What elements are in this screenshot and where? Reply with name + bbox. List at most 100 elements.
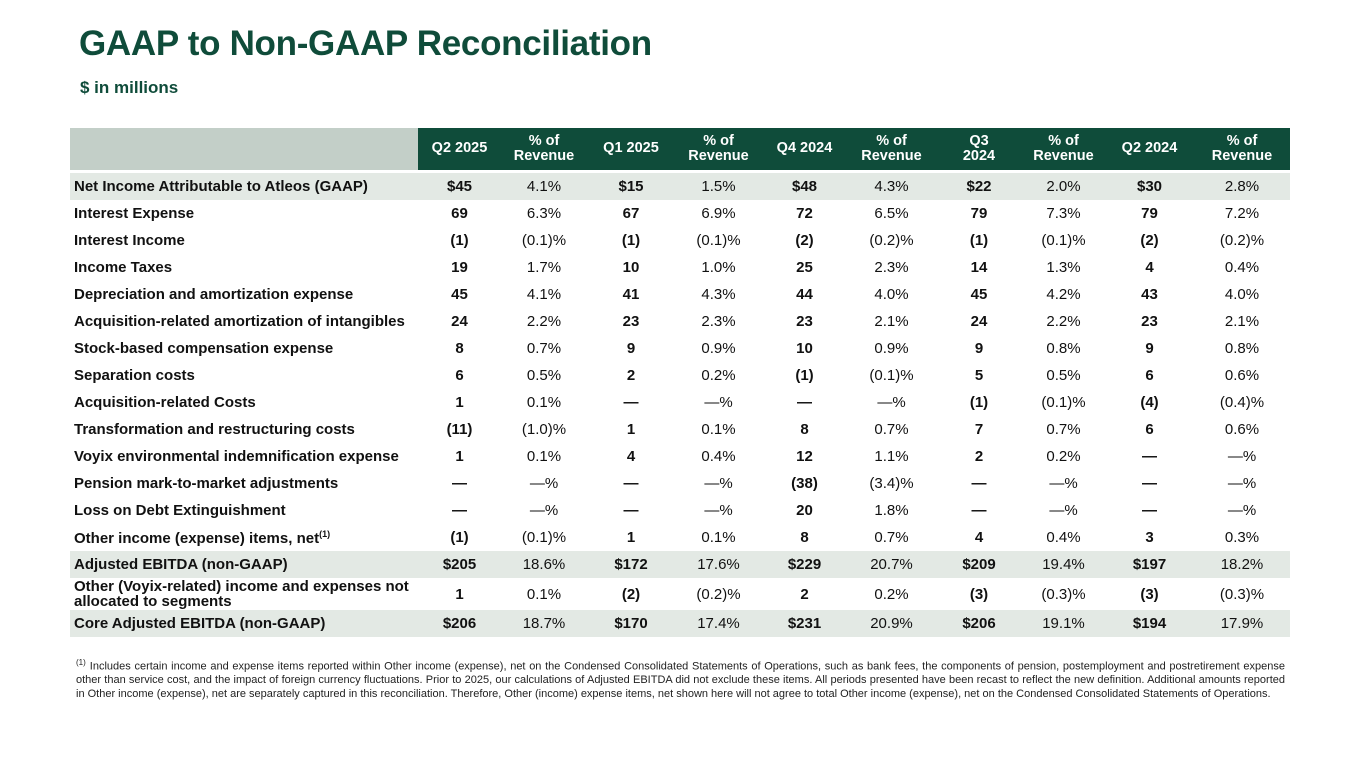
percent-cell: 0.1% [526, 585, 562, 603]
percent-cell: 0.7% [1046, 421, 1081, 438]
percent-cell: 4.0% [1224, 286, 1260, 303]
amount-cell: (11) [446, 421, 473, 438]
amount-cell: (2) [1140, 232, 1159, 249]
amount-cell: $15 [587, 170, 675, 200]
row-label-text: Acquisition-related Costs [74, 394, 256, 411]
column-header: % of Revenue [501, 128, 587, 172]
percent-cell: 0.1% [701, 421, 736, 438]
row-label: Depreciation and amortization expense [70, 281, 418, 308]
percent-cell: (0.2)% [1219, 232, 1265, 249]
percent-cell: (0.1)% [869, 367, 914, 384]
amount-cell: 1 [455, 394, 464, 411]
amount-cell: 45 [451, 286, 468, 303]
column-header: % of Revenue [847, 128, 936, 172]
amount-cell: (2) [795, 232, 814, 249]
percent-cell: 0.8% [1046, 340, 1081, 357]
amount-cell: (1) [621, 232, 641, 249]
percent-cell: 20.7% [847, 551, 936, 578]
percent-cell: 1.1% [874, 448, 909, 465]
amount-cell: — [452, 475, 467, 492]
percent-cell: 0.4% [1046, 529, 1081, 546]
amount-cell: $48 [762, 170, 847, 200]
percent-cell: 0.9% [874, 340, 909, 357]
percent-cell: 2.8% [1194, 170, 1290, 200]
amount-cell: (1) [969, 394, 989, 411]
percent-cell: 7.3% [1046, 205, 1081, 222]
footnote: (1) Includes certain income and expense i… [76, 656, 1285, 701]
amount-cell: 23 [1141, 313, 1158, 330]
row-label: Acquisition-related amortization of inta… [70, 308, 418, 335]
percent-cell: 17.9% [1194, 610, 1290, 637]
table-row: Net Income Attributable to Atleos (GAAP)… [70, 170, 1290, 200]
amount-cell: 3 [1145, 529, 1154, 546]
amount-cell: 10 [796, 340, 813, 357]
percent-cell: 4.3% [847, 170, 936, 200]
percent-cell: 2.2% [526, 313, 562, 330]
column-header: Q2 2025 [418, 128, 501, 172]
amount-cell: $197 [1105, 551, 1194, 578]
amount-cell: 2 [626, 367, 636, 384]
percent-cell: —% [1049, 475, 1078, 492]
percent-cell: 0.8% [1224, 340, 1260, 357]
percent-cell: 2.1% [1224, 313, 1260, 330]
column-header: % of Revenue [1194, 128, 1290, 172]
percent-cell: 2.2% [1046, 313, 1081, 330]
table-row: Income Taxes 19 1.7% 10 1.0% 25 2.3% 14 1.3% 4 0.4… [70, 254, 1290, 281]
percent-cell: —% [529, 475, 559, 492]
percent-cell: (0.1)% [696, 232, 741, 249]
amount-cell: $45 [418, 170, 501, 200]
amount-cell: 8 [800, 529, 809, 546]
percent-cell: 6.5% [874, 205, 909, 222]
percent-cell: 0.2% [874, 585, 909, 603]
amount-cell: $206 [936, 610, 1022, 637]
amount-cell: 9 [626, 340, 636, 357]
amount-cell: 25 [796, 259, 813, 276]
amount-cell: $205 [418, 551, 501, 578]
column-header: % of Revenue [675, 128, 762, 172]
percent-cell: 4.1% [501, 170, 587, 200]
row-label-text: Other (Voyix-related) income and expense… [74, 578, 409, 610]
row-label-text: Depreciation and amortization expense [74, 286, 354, 303]
percent-cell: 18.2% [1194, 551, 1290, 578]
percent-cell: 0.2% [1046, 448, 1081, 465]
percent-cell: 2.3% [701, 313, 736, 330]
amount-cell: (1) [969, 232, 989, 249]
row-label-text: Pension mark-to-market adjustments [74, 475, 339, 492]
column-header: Q1 2025 [587, 128, 675, 172]
column-header: Q2 2024 [1105, 128, 1194, 172]
table-row: Other income (expense) items, net(1) (1)(… [70, 524, 1290, 551]
percent-cell: 20.9% [847, 610, 936, 637]
amount-cell: — [971, 475, 987, 492]
amount-cell: 67 [622, 205, 640, 222]
row-label: Net Income Attributable to Atleos (GAAP) [70, 170, 418, 200]
amount-cell: $170 [587, 610, 675, 637]
amount-cell: 79 [970, 205, 988, 222]
percent-cell: (0.1)% [1041, 394, 1086, 411]
amount-cell: 79 [1141, 205, 1158, 222]
amount-cell: 4 [626, 448, 636, 465]
row-label-text: Voyix environmental indemnification expe… [74, 448, 399, 465]
amount-cell: — [797, 394, 812, 411]
amount-cell: $231 [762, 610, 847, 637]
percent-cell: —% [1227, 502, 1257, 519]
amount-cell: 23 [796, 313, 813, 330]
percent-cell: —% [1227, 475, 1257, 492]
row-label-text: Adjusted EBITDA (non-GAAP) [74, 556, 288, 573]
percent-cell: 4.3% [701, 286, 736, 303]
amount-cell: 5 [974, 367, 984, 384]
percent-cell: 0.6% [1224, 367, 1260, 384]
amount-cell: 4 [1145, 259, 1154, 276]
percent-cell: —% [704, 394, 733, 411]
column-header: Q4 2024 [762, 128, 847, 172]
amount-cell: 6 [455, 367, 464, 384]
header-row: Q2 2025 % of Revenue Q1 2025 % of Revenue Q4… [70, 128, 1290, 172]
row-label: Income Taxes [70, 254, 418, 281]
row-label-text: Other income (expense) items, net [74, 529, 320, 547]
percent-cell: (1.0)% [521, 421, 567, 438]
percent-cell: 0.2% [701, 367, 736, 384]
row-label-text: Interest Income [74, 232, 185, 249]
column-header-text: % of Revenue [688, 132, 749, 164]
amount-cell: 7 [974, 421, 984, 438]
